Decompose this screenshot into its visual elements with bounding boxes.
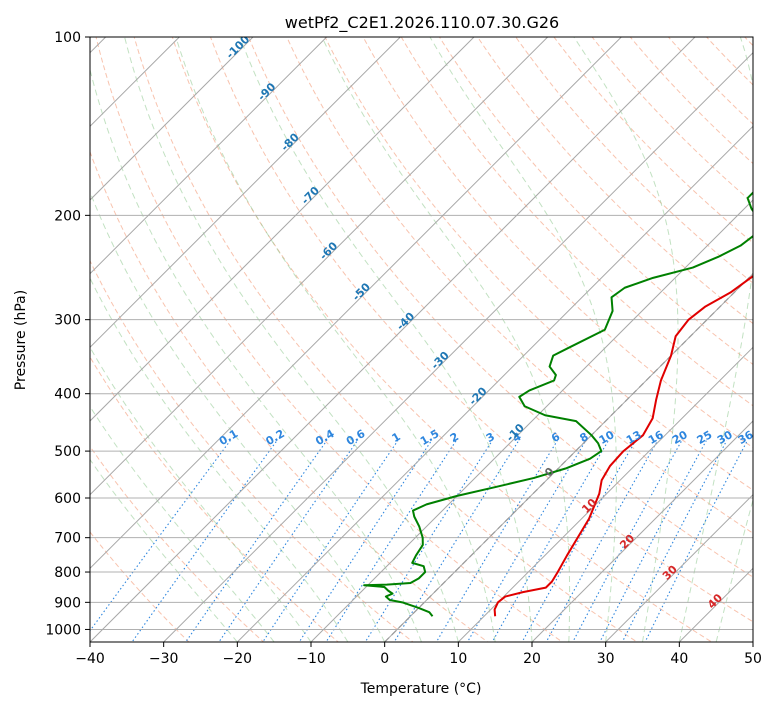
x-tick-label: −20 bbox=[223, 651, 253, 667]
dry-adiabat bbox=[553, 37, 753, 244]
dry-adiabat bbox=[286, 37, 753, 534]
isotherm-gridline bbox=[90, 37, 696, 642]
x-tick-label: −40 bbox=[75, 651, 105, 667]
dry-adiabat bbox=[209, 37, 753, 623]
isotherm-gridline bbox=[90, 37, 254, 201]
mixing-ratio-line bbox=[218, 440, 358, 642]
y-tick-label: 900 bbox=[54, 595, 81, 611]
mixing-ratio-label: 36 bbox=[736, 428, 756, 447]
dry-adiabat bbox=[90, 531, 190, 642]
mixing-ratio-line bbox=[298, 440, 432, 642]
dry-adiabat bbox=[248, 37, 753, 578]
isotherm-gridline bbox=[605, 493, 753, 642]
y-tick-label: 1000 bbox=[45, 622, 81, 638]
mixing-ratio-line bbox=[545, 440, 659, 642]
x-tick-label: 30 bbox=[597, 651, 615, 667]
moist-adiabat bbox=[90, 458, 238, 642]
mixing-ratio-line bbox=[262, 440, 399, 642]
moist-adiabat bbox=[90, 190, 386, 642]
x-tick-label: 50 bbox=[744, 651, 762, 667]
y-axis-label: Pressure (hPa) bbox=[13, 290, 29, 390]
x-tick-label: −30 bbox=[149, 651, 179, 667]
isotherm-gridline bbox=[90, 37, 549, 496]
mixing-ratio-line bbox=[521, 440, 637, 642]
isotherm-gridline bbox=[90, 37, 328, 275]
isotherm-gridline bbox=[236, 125, 753, 642]
y-tick-label: 800 bbox=[54, 565, 81, 581]
y-tick-label: 100 bbox=[54, 30, 81, 46]
y-tick-label: 300 bbox=[54, 313, 81, 329]
dry-adiabat bbox=[90, 259, 414, 642]
x-axis: −40 −30 −20 −10 0 10 20 30 40 50 bbox=[75, 642, 762, 667]
y-tick-label: 500 bbox=[54, 444, 81, 460]
y-tick-label: 400 bbox=[54, 387, 81, 403]
dry-adiabat bbox=[133, 37, 638, 642]
plot-frame bbox=[89, 36, 754, 643]
dry-adiabat bbox=[95, 37, 564, 642]
dry-adiabat bbox=[667, 37, 753, 125]
isotherm-gridline bbox=[457, 346, 753, 642]
mixing-ratio-line bbox=[435, 440, 558, 642]
mixing-ratio-line bbox=[90, 440, 231, 632]
isotherm-gridline bbox=[531, 420, 753, 642]
moist-adiabat bbox=[573, 37, 679, 642]
moist-adiabat bbox=[321, 37, 571, 642]
y-tick-label: 600 bbox=[54, 491, 81, 507]
mixing-ratio-line bbox=[185, 440, 328, 642]
isotherm-gridline bbox=[310, 199, 753, 642]
plot-area bbox=[90, 37, 753, 642]
dry-adiabat bbox=[171, 37, 713, 642]
isotherm-gridline bbox=[90, 37, 475, 422]
x-axis-label: Temperature (°C) bbox=[360, 681, 482, 697]
dry-adiabat bbox=[362, 37, 753, 449]
dry-adiabat bbox=[477, 37, 753, 325]
mixing-ratio-line bbox=[572, 440, 683, 642]
chart-title: wetPf2_C2E1.2026.110.07.30.G26 bbox=[285, 13, 559, 33]
dry-adiabat bbox=[591, 37, 753, 204]
isotherm-gridline bbox=[90, 37, 401, 349]
moist-adiabat bbox=[239, 37, 533, 642]
x-tick-label: 10 bbox=[449, 651, 467, 667]
mixing-ratio-line bbox=[599, 440, 707, 642]
zero-isotherm bbox=[384, 272, 753, 642]
y-tick-label: 700 bbox=[54, 531, 81, 547]
dry-adiabat bbox=[400, 37, 753, 407]
x-tick-label: 20 bbox=[523, 651, 541, 667]
dry-adiabat bbox=[90, 445, 265, 642]
moist-adiabat bbox=[90, 277, 349, 642]
x-tick-label: 0 bbox=[380, 651, 389, 667]
mixing-ratio-line bbox=[491, 440, 609, 642]
dry-adiabat bbox=[90, 150, 489, 642]
moist-adiabat bbox=[124, 37, 459, 642]
moist-adiabat bbox=[90, 67, 422, 642]
dewpoint-profile-line bbox=[363, 191, 753, 617]
moist-adiabat bbox=[175, 37, 496, 642]
isotherm-gridline bbox=[90, 37, 622, 570]
mixing-ratio-line bbox=[393, 440, 520, 642]
mixing-ratio-line bbox=[466, 440, 587, 642]
isotherm-gridline bbox=[163, 51, 753, 642]
temperature-profile-line bbox=[493, 274, 753, 617]
x-tick-label: −10 bbox=[296, 651, 326, 667]
y-axis: 1000 900 800 700 600 500 400 300 200 100 bbox=[45, 30, 90, 638]
y-tick-label: 200 bbox=[54, 208, 81, 224]
x-tick-label: 40 bbox=[670, 651, 688, 667]
moist-adiabat bbox=[429, 37, 617, 642]
moist-adiabat bbox=[715, 498, 753, 642]
